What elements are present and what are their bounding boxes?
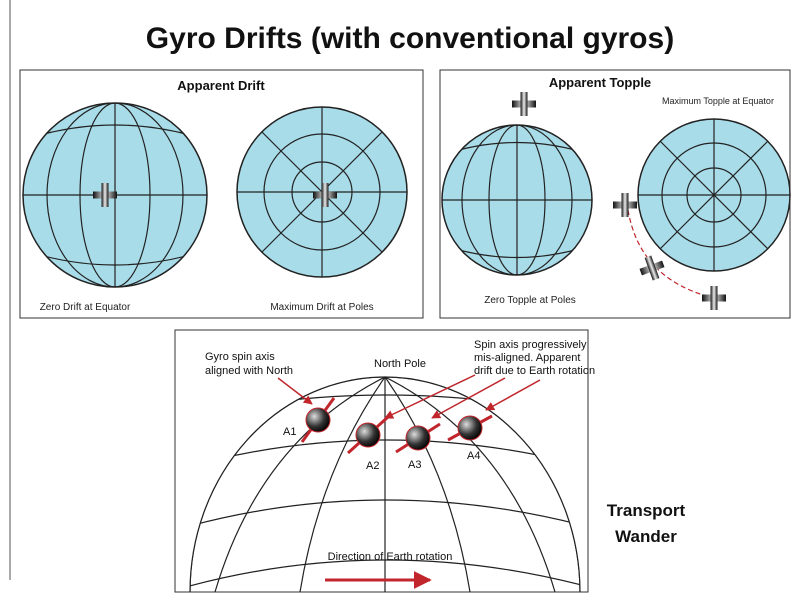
panel-frame bbox=[174, 329, 589, 593]
pole-globe bbox=[613, 118, 791, 310]
pointer-arrows bbox=[277, 374, 541, 589]
caption: Maximum Drift at Poles bbox=[270, 302, 373, 313]
gyro-label: A2 bbox=[366, 460, 379, 472]
gyro-label: A4 bbox=[467, 450, 480, 462]
note: drift due to Earth rotation bbox=[474, 365, 595, 377]
apparent-drift-panel: Apparent Drift Zero Drift at Equator bbox=[19, 69, 424, 319]
note: aligned with North bbox=[205, 365, 293, 377]
slide-title: Gyro Drifts (with conventional gyros) bbox=[146, 22, 674, 55]
transport-wander-panel: Gyro spin axis aligned with North North … bbox=[174, 329, 595, 593]
panel-title: Apparent Topple bbox=[549, 75, 651, 90]
gyro-label: A3 bbox=[408, 459, 421, 471]
caption: Zero Topple at Poles bbox=[484, 295, 576, 306]
equator-globe bbox=[22, 102, 208, 288]
panel-title: Apparent Drift bbox=[177, 78, 265, 93]
caption: Zero Drift at Equator bbox=[40, 302, 131, 313]
side-label: Transport bbox=[607, 501, 686, 520]
caption: Maximum Topple at Equator bbox=[662, 96, 774, 106]
equator-globe bbox=[441, 92, 593, 276]
gyro-label: A1 bbox=[283, 426, 296, 438]
apparent-topple-panel: Apparent Topple Maximum Topple at Equato… bbox=[439, 69, 791, 319]
note: mis-aligned. Apparent bbox=[474, 352, 580, 364]
rotation-label: Direction of Earth rotation bbox=[328, 551, 453, 563]
pole-globe bbox=[236, 106, 408, 278]
north-pole-label: North Pole bbox=[374, 358, 426, 370]
gyros bbox=[300, 397, 493, 455]
note: Spin axis progressively bbox=[474, 339, 587, 351]
note: Gyro spin axis bbox=[205, 351, 275, 363]
side-label: Wander bbox=[615, 527, 677, 546]
